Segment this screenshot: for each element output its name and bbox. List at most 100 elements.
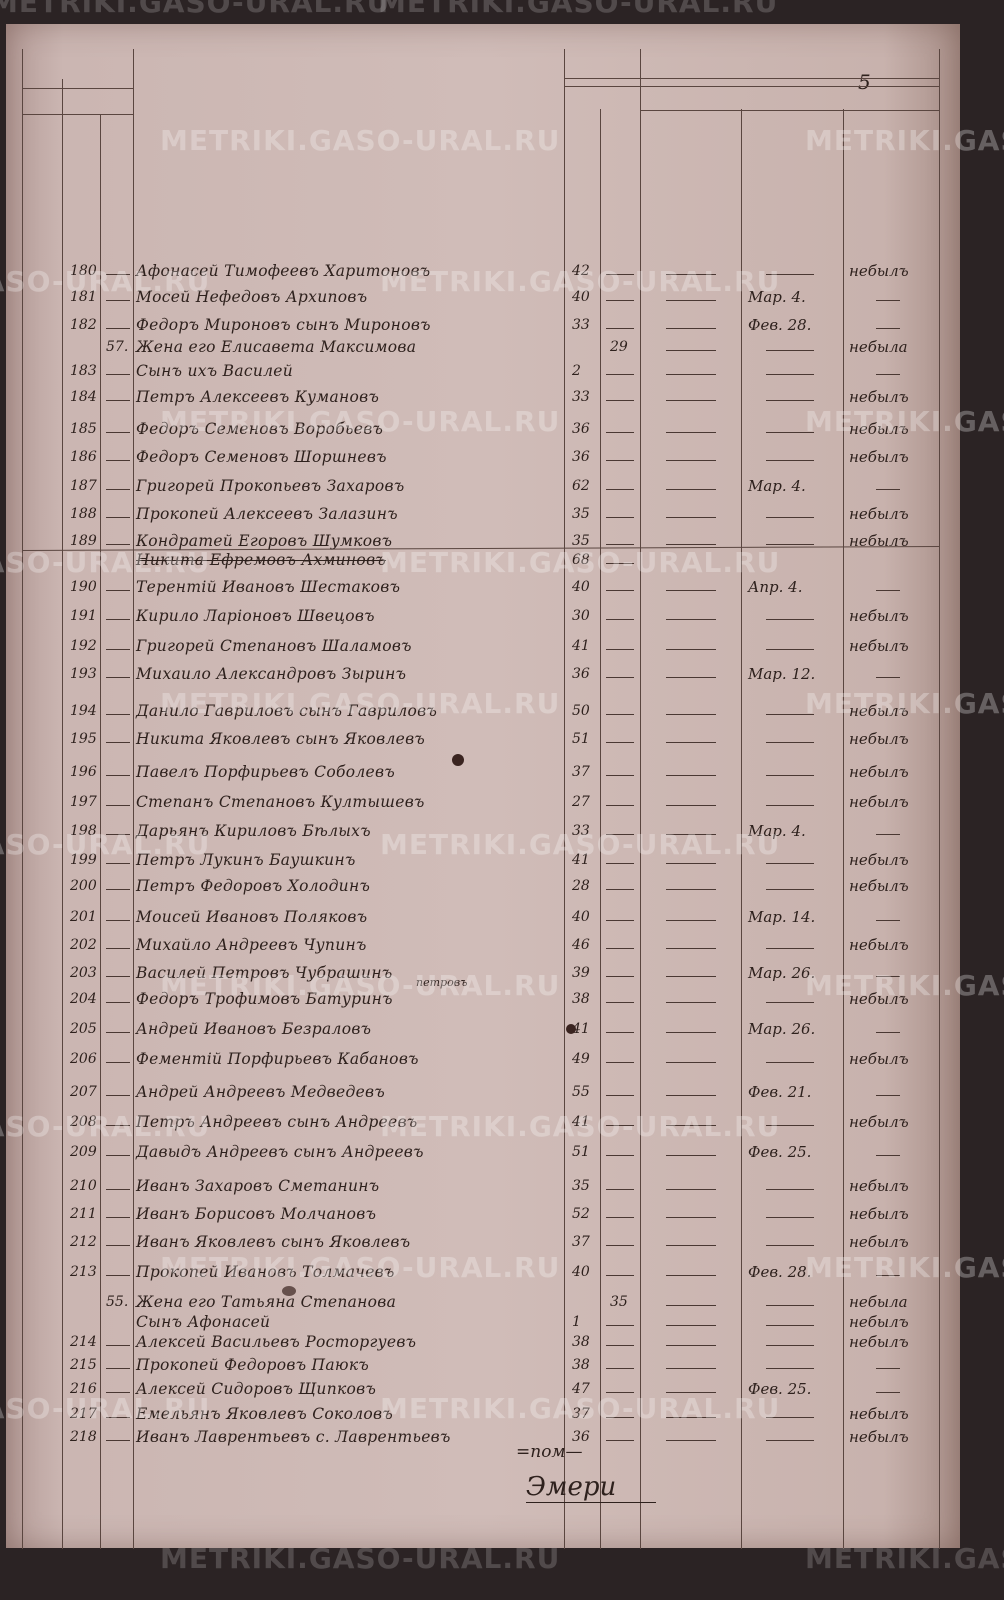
row-number: 218 — [70, 1429, 97, 1445]
dash-mark — [606, 1062, 634, 1063]
dash-mark — [106, 677, 130, 678]
male-age: 33 — [572, 317, 590, 333]
person-name: Сынъ ихъ Василей — [136, 362, 294, 380]
person-name: Петръ Андреевъ сынъ Андреевъ — [136, 1113, 418, 1131]
dash-mark — [766, 460, 814, 461]
row-number: 188 — [70, 506, 97, 522]
dash-mark — [766, 400, 814, 401]
dash-mark — [106, 590, 130, 591]
row-number: 200 — [70, 878, 97, 894]
dash-mark — [606, 1368, 634, 1369]
male-age: 2 — [572, 363, 581, 379]
dash-mark — [876, 920, 900, 921]
dash-mark — [606, 563, 634, 564]
male-age: 36 — [572, 421, 590, 437]
watermark: METRIKI.GASO-URAL.RU — [805, 969, 1004, 1002]
header-rule — [640, 110, 939, 111]
dash-mark — [666, 677, 716, 678]
row-number: 193 — [70, 666, 97, 682]
presence-note: небылъ — [849, 1050, 909, 1068]
presence-note: небылъ — [849, 420, 909, 438]
dash-mark — [666, 328, 716, 329]
dash-mark — [606, 1217, 634, 1218]
row-number: 205 — [70, 1021, 97, 1037]
female-age: 35 — [610, 1294, 628, 1310]
presence-note: небылъ — [849, 1177, 909, 1195]
dash-mark — [606, 677, 634, 678]
dash-mark — [106, 920, 130, 921]
person-name: Михаило Александровъ Зыринъ — [136, 665, 407, 683]
dash-mark — [666, 350, 716, 351]
watermark: METRIKI.GASO-URAL.RU — [160, 124, 561, 157]
dash-mark — [606, 649, 634, 650]
dash-mark — [106, 460, 130, 461]
family-number: 57. — [106, 339, 129, 355]
dash-mark — [106, 775, 130, 776]
dash-mark — [606, 1189, 634, 1190]
dash-mark — [606, 1155, 634, 1156]
dash-mark — [106, 1002, 130, 1003]
row-number: 212 — [70, 1234, 97, 1250]
person-name: Федоръ Семеновъ Воробьевъ — [136, 420, 384, 438]
page-number: 5 — [858, 70, 871, 94]
dash-mark — [106, 948, 130, 949]
family-number: 55. — [106, 1294, 129, 1310]
column-rule — [133, 49, 134, 1549]
male-age: 62 — [572, 478, 590, 494]
dash-mark — [666, 1217, 716, 1218]
dash-mark — [106, 1368, 130, 1369]
row-number: 210 — [70, 1178, 97, 1194]
dash-mark — [606, 1002, 634, 1003]
watermark: METRIKI.GASO-URAL.RU — [160, 1542, 561, 1575]
watermark: METRIKI.GASO-URAL.RU — [0, 828, 211, 861]
header-rule — [22, 88, 133, 89]
dash-mark — [766, 714, 814, 715]
dash-mark — [606, 328, 634, 329]
row-number: 183 — [70, 363, 97, 379]
column-rule — [843, 109, 844, 1549]
dash-mark — [666, 1155, 716, 1156]
watermark: METRIKI.GASO-URAL.RU — [160, 687, 561, 720]
male-age: 38 — [572, 1357, 590, 1373]
dash-mark — [666, 805, 716, 806]
row-number: 216 — [70, 1381, 97, 1397]
date-entry: Апр. 4. — [748, 578, 803, 596]
watermark: METRIKI.GASO-URAL.RU — [380, 1392, 781, 1425]
watermark: METRIKI.GASO-URAL.RU — [0, 1392, 211, 1425]
dash-mark — [106, 300, 130, 301]
dash-mark — [766, 1189, 814, 1190]
dash-mark — [106, 805, 130, 806]
dash-mark — [666, 1275, 716, 1276]
presence-note: небылъ — [849, 532, 909, 550]
row-number: 208 — [70, 1114, 97, 1130]
dash-mark — [876, 1275, 900, 1276]
dash-mark — [876, 834, 900, 835]
dash-mark — [666, 590, 716, 591]
dash-mark — [766, 1002, 814, 1003]
dash-mark — [876, 1155, 900, 1156]
dash-mark — [606, 489, 634, 490]
row-number: 184 — [70, 389, 97, 405]
dash-mark — [106, 1217, 130, 1218]
male-age: 38 — [572, 991, 590, 1007]
watermark: METRIKI.GASO-URAL.RU — [380, 265, 781, 298]
dash-mark — [606, 1345, 634, 1346]
watermark: METRIKI.GASO-URAL.RU — [380, 1110, 781, 1143]
dash-mark — [666, 834, 716, 835]
header-rule — [564, 78, 939, 79]
person-name: Афонасей Тимофеевъ Харитоновъ — [136, 262, 431, 280]
dash-mark — [106, 976, 130, 977]
date-entry: Мар. 12. — [748, 665, 816, 683]
male-age: 40 — [572, 579, 590, 595]
dash-mark — [666, 1245, 716, 1246]
watermark: METRIKI.GASO-URAL.RU — [805, 124, 1004, 157]
presence-note: небыла — [849, 1293, 908, 1311]
person-name: Андрей Ивановъ Безраловъ — [136, 1020, 372, 1038]
male-age: 37 — [572, 1234, 590, 1250]
presence-note: небыла — [849, 338, 908, 356]
column-rule — [564, 49, 565, 1549]
person-name: Жена его Елисавета Максимова — [136, 338, 417, 356]
person-name: Прокопей Федоровъ Паюкъ — [136, 1356, 370, 1374]
person-name: Павелъ Порфирьевъ Соболевъ — [136, 763, 395, 781]
dash-mark — [666, 1325, 716, 1326]
